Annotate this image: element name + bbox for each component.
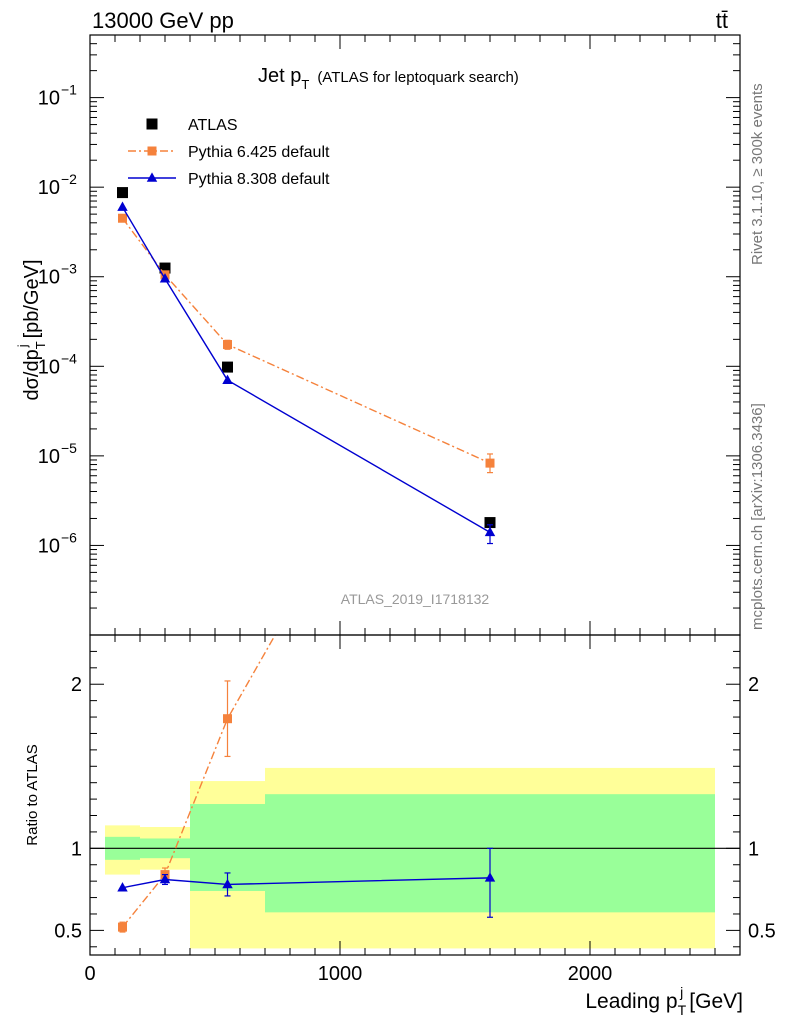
main-series-0 [117, 187, 496, 529]
main-point [484, 526, 496, 537]
rivet-label: Rivet 3.1.10, ≥ 300k events [749, 83, 766, 265]
process-label: tt̄ [716, 8, 728, 33]
ratio-point [118, 922, 127, 932]
ratio-ytick-label-right: 0.5 [748, 920, 776, 942]
main-point [118, 213, 127, 223]
ratio-series-line [122, 877, 491, 889]
ratio-ylabel: Ratio to ATLAS [24, 744, 41, 845]
main-ytick-exponent: −4 [61, 350, 77, 366]
main-point [485, 458, 495, 468]
ratio-point [486, 253, 495, 262]
energy-label: 13000 GeV pp [92, 8, 234, 33]
main-point [222, 361, 233, 373]
ratio-series-1 [117, 847, 496, 918]
main-ytick-exponent: −6 [61, 529, 77, 545]
xtick-label: 2000 [568, 963, 613, 985]
ratio-point [484, 872, 496, 882]
legend-label: Pythia 8.308 default [188, 171, 330, 188]
plot-title-main: Jet p [258, 65, 301, 87]
plot-title-sub: T [301, 77, 309, 92]
main-ytick-exponent: −2 [61, 171, 77, 187]
main-ytick-exponent: −3 [61, 261, 77, 277]
ratio-ytick-label-left: 0.5 [54, 920, 82, 942]
xtick-label: 1000 [318, 963, 363, 985]
ratio-series-line [121, 635, 276, 928]
main-point [223, 340, 232, 350]
legend-label: ATLAS [188, 117, 238, 134]
main-series-1 [118, 213, 495, 474]
main-series-2 [117, 201, 496, 545]
analysis-tag: ATLAS_2019_I1718132 [341, 591, 490, 607]
legend-marker [146, 118, 158, 130]
ratio-ytick-label-left: 1 [71, 838, 82, 860]
main-point [159, 262, 171, 274]
xlabel: Leading pTj [GeV] [585, 984, 743, 1018]
main-ytick-label: 10 [38, 267, 60, 289]
main-point [484, 517, 496, 529]
main-ytick-exponent: −1 [61, 82, 77, 98]
legend-item: Pythia 8.308 default [128, 171, 330, 188]
main-ytick-label: 10 [38, 356, 60, 378]
main-ylabel: dσ/dpTj[pb/GeV] [15, 259, 48, 400]
legend-label: Pythia 6.425 default [188, 144, 330, 161]
xtick-label: 0 [84, 963, 95, 985]
ratio-ytick-label-left: 2 [71, 674, 82, 696]
plot-title: Jet pT (ATLAS for leptoquark search) [258, 65, 519, 92]
legend: ATLAS Pythia 6.425 default Pythia 8.308 de… [128, 117, 330, 188]
legend-marker [147, 146, 157, 156]
main-point [222, 374, 233, 384]
main-series-line [121, 206, 491, 533]
main-series-line [121, 217, 491, 464]
main-ytick-label: 10 [38, 177, 60, 199]
ratio-ytick-label-right: 1 [748, 838, 759, 860]
ratio-point [222, 878, 233, 889]
ratio-ytick-label-right: 2 [748, 674, 759, 696]
main-point [117, 201, 128, 211]
mcplots-label: mcplots.cern.ch [arXiv:1306.3436] [749, 403, 766, 630]
ratio-point [223, 714, 232, 724]
main-ytick-label: 10 [38, 446, 60, 468]
legend-marker [146, 172, 158, 182]
main-ytick-label: 10 [38, 88, 60, 110]
plot-title-rest: (ATLAS for leptoquark search) [317, 69, 518, 86]
ratio-point [117, 882, 128, 892]
ratio-point [159, 873, 171, 884]
legend-item: ATLAS [146, 117, 238, 134]
main-ytick-label: 10 [38, 535, 60, 557]
main-ytick-exponent: −5 [61, 440, 77, 456]
legend-item: Pythia 6.425 default [128, 144, 330, 161]
main-point [159, 273, 171, 283]
main-point [117, 187, 128, 199]
